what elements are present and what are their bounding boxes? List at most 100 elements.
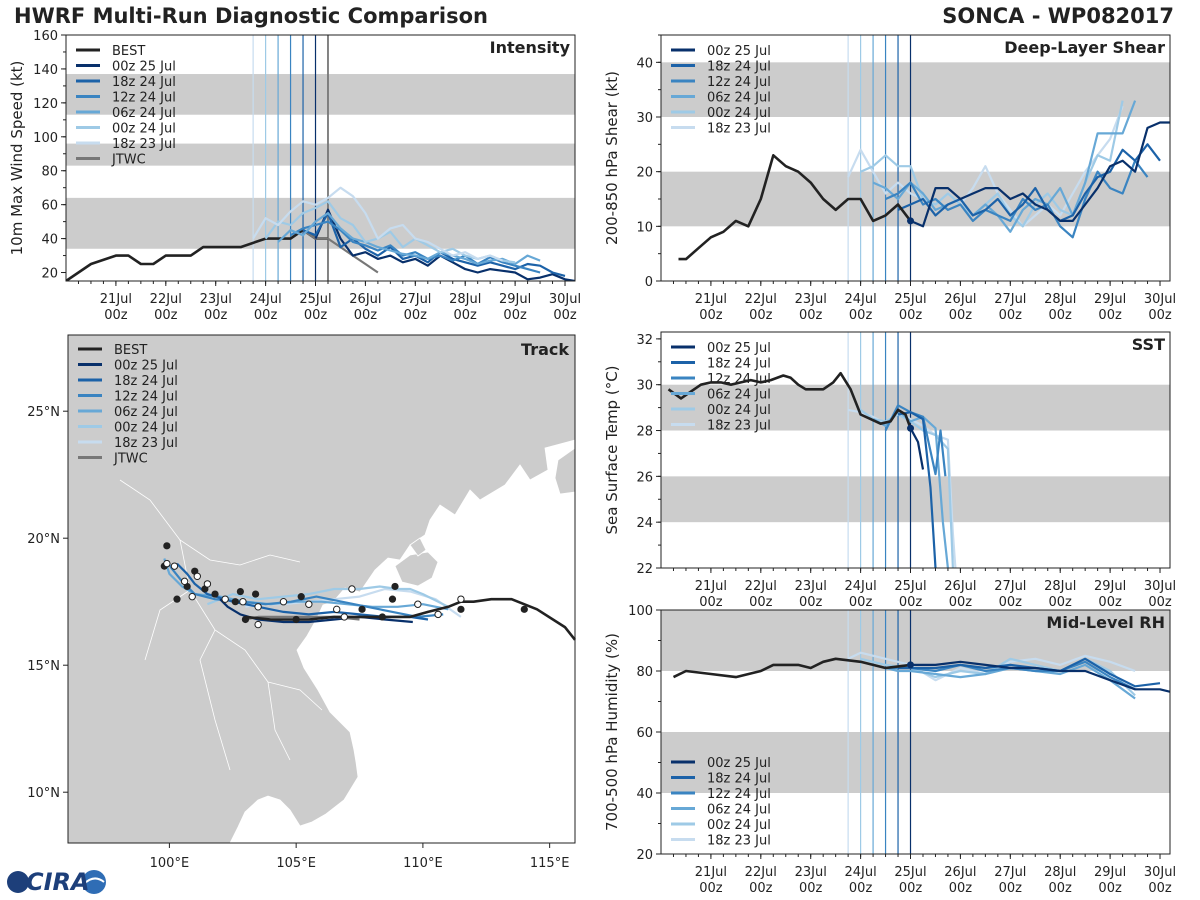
shear-title: Deep-Layer Shear	[1004, 38, 1165, 57]
track-open-point	[188, 592, 196, 601]
logo-globe	[7, 871, 29, 893]
intensity-band	[66, 74, 575, 115]
intensity-xtick-label-day: 30Jul	[549, 292, 581, 307]
track-open-point	[434, 610, 442, 619]
intensity-xtick-label-day: 21Jul	[100, 292, 132, 307]
intensity-ytick-label: 60	[41, 199, 58, 214]
shear-xtick-label-hour: 00z	[699, 308, 723, 323]
sst-ytick-label: 30	[636, 379, 653, 394]
sst-legend-label: 06z 24 Jul	[707, 388, 771, 403]
shear-series-best	[678, 154, 912, 261]
track-best-point	[241, 615, 250, 624]
sst-xtick-label-day: 30Jul	[1144, 579, 1176, 594]
sst-frame	[660, 331, 1171, 569]
track-open-point	[333, 605, 341, 614]
track-best-point	[297, 593, 305, 601]
shear-legend-label: 06z 24 Jul	[707, 91, 771, 106]
shear-xtick-label-day: 26Jul	[944, 292, 976, 307]
rh-xtick-label-hour: 00z	[1098, 881, 1122, 896]
rh-series-00z-25-jul	[910, 660, 1170, 693]
track-legend-label: 00z 25 Jul	[114, 359, 178, 374]
intensity-ytick-label: 160	[33, 30, 58, 44]
rh-xtick-label-day: 29Jul	[1094, 865, 1126, 880]
shear-ytick-label: 0	[645, 275, 653, 290]
sst-xtick-label-day: 29Jul	[1094, 579, 1126, 594]
sst-xtick-label-day: 22Jul	[745, 579, 777, 594]
rh-xtick-label-hour: 00z	[949, 881, 973, 896]
intensity-ytick-label: 120	[33, 97, 58, 112]
sst-best-marker	[907, 424, 915, 432]
sst-xtick-label-hour: 00z	[749, 595, 773, 610]
rh-band	[661, 732, 1170, 793]
rh-xtick-label-hour: 00z	[749, 881, 773, 896]
sst-xtick-label-day: 25Jul	[894, 579, 926, 594]
track-best-point	[520, 605, 528, 613]
rh-xtick-label-day: 26Jul	[944, 865, 976, 880]
rh-xtick-label-hour: 00z	[1049, 881, 1073, 896]
track-best-point	[211, 590, 219, 598]
track-xtick-label: 110°E	[403, 856, 443, 870]
intensity-ytick-label: 80	[41, 165, 58, 180]
track-xtick-label: 100°E	[150, 856, 190, 870]
sst-ytick-label: 28	[636, 425, 653, 440]
track-open-point	[180, 577, 189, 586]
intensity-xtick-label-day: 28Jul	[449, 292, 481, 307]
intensity-series-best	[66, 228, 328, 281]
track-best-point	[378, 613, 386, 621]
storm-title: SONCA - WP082017	[942, 4, 1174, 28]
shear-series-06z-24-jul	[872, 100, 1137, 233]
shear-band	[661, 62, 1170, 117]
rh-ytick-label: 100	[628, 605, 653, 619]
track-open-point	[203, 580, 212, 588]
shear-ylabel: 200-850 hPa Shear (kt)	[603, 71, 621, 245]
shear-xtick-label-hour: 00z	[749, 308, 773, 323]
sst-xtick-label-day: 28Jul	[1044, 579, 1076, 594]
rh-xtick-label-day: 21Jul	[695, 865, 727, 880]
sst-panel: 22242628303221Jul00z22Jul00z23Jul00z24Ju…	[603, 331, 1176, 610]
intensity-xtick-label-day: 24Jul	[249, 292, 281, 307]
track-open-point	[305, 600, 313, 608]
intensity-xtick-label-hour: 00z	[503, 308, 527, 323]
sst-ylabel: Sea Surface Temp (°C)	[603, 365, 621, 534]
shear-xtick-label-day: 30Jul	[1144, 292, 1176, 307]
intensity-xtick-label-hour: 00z	[154, 308, 178, 323]
track-open-point	[279, 598, 288, 606]
rh-xtick-label-day: 27Jul	[994, 865, 1026, 880]
track-best-point	[388, 595, 397, 603]
intensity-legend-label: 00z 25 Jul	[112, 60, 176, 75]
shear-xtick-label-day: 27Jul	[994, 292, 1026, 307]
intensity-series-18z-23-jul	[252, 186, 504, 262]
shear-xtick-label-day: 28Jul	[1044, 292, 1076, 307]
main-title: HWRF Multi-Run Diagnostic Comparison	[14, 4, 489, 28]
rh-best-marker	[907, 661, 915, 669]
intensity-xtick-label-hour: 00z	[454, 308, 478, 323]
track-open-point	[163, 559, 171, 568]
sst-legend-label: 18z 23 Jul	[707, 419, 771, 434]
intensity-ytick-label: 100	[33, 131, 58, 146]
track-line-00z-24-jul	[206, 585, 449, 608]
intensity-series-12z-24-jul	[290, 220, 541, 274]
sst-xtick-label-day: 27Jul	[994, 579, 1026, 594]
sst-xtick-label-hour: 00z	[699, 595, 723, 610]
shear-panel: 01020304021Jul00z22Jul00z23Jul00z24Jul00…	[603, 34, 1176, 323]
track-legend-label: 00z 24 Jul	[114, 421, 178, 436]
sst-series-12z-24-jul	[884, 404, 947, 477]
map-borders	[119, 479, 323, 771]
sst-legend-label: 18z 24 Jul	[707, 357, 771, 372]
track-ytick-label: 10°N	[27, 786, 60, 801]
shear-ytick-label: 10	[636, 220, 653, 235]
shear-xtick-label-day: 24Jul	[844, 292, 876, 307]
sst-series-00z-25-jul	[909, 427, 925, 470]
shear-xtick-label-hour: 00z	[849, 308, 873, 323]
logo-emblem	[82, 870, 106, 894]
shear-best-marker	[907, 217, 915, 225]
track-xtick-label: 105°E	[276, 856, 316, 870]
rh-ytick-label: 20	[636, 848, 653, 863]
intensity-legend-label: JTWC	[111, 153, 146, 168]
track-legend-label: 18z 23 Jul	[114, 436, 178, 451]
intensity-ytick-label: 40	[41, 233, 58, 248]
intensity-xtick-label-hour: 00z	[104, 308, 128, 323]
rh-xtick-label-day: 28Jul	[1044, 865, 1076, 880]
sst-xtick-label-hour: 00z	[1098, 595, 1122, 610]
shear-ytick-label: 30	[636, 111, 653, 126]
